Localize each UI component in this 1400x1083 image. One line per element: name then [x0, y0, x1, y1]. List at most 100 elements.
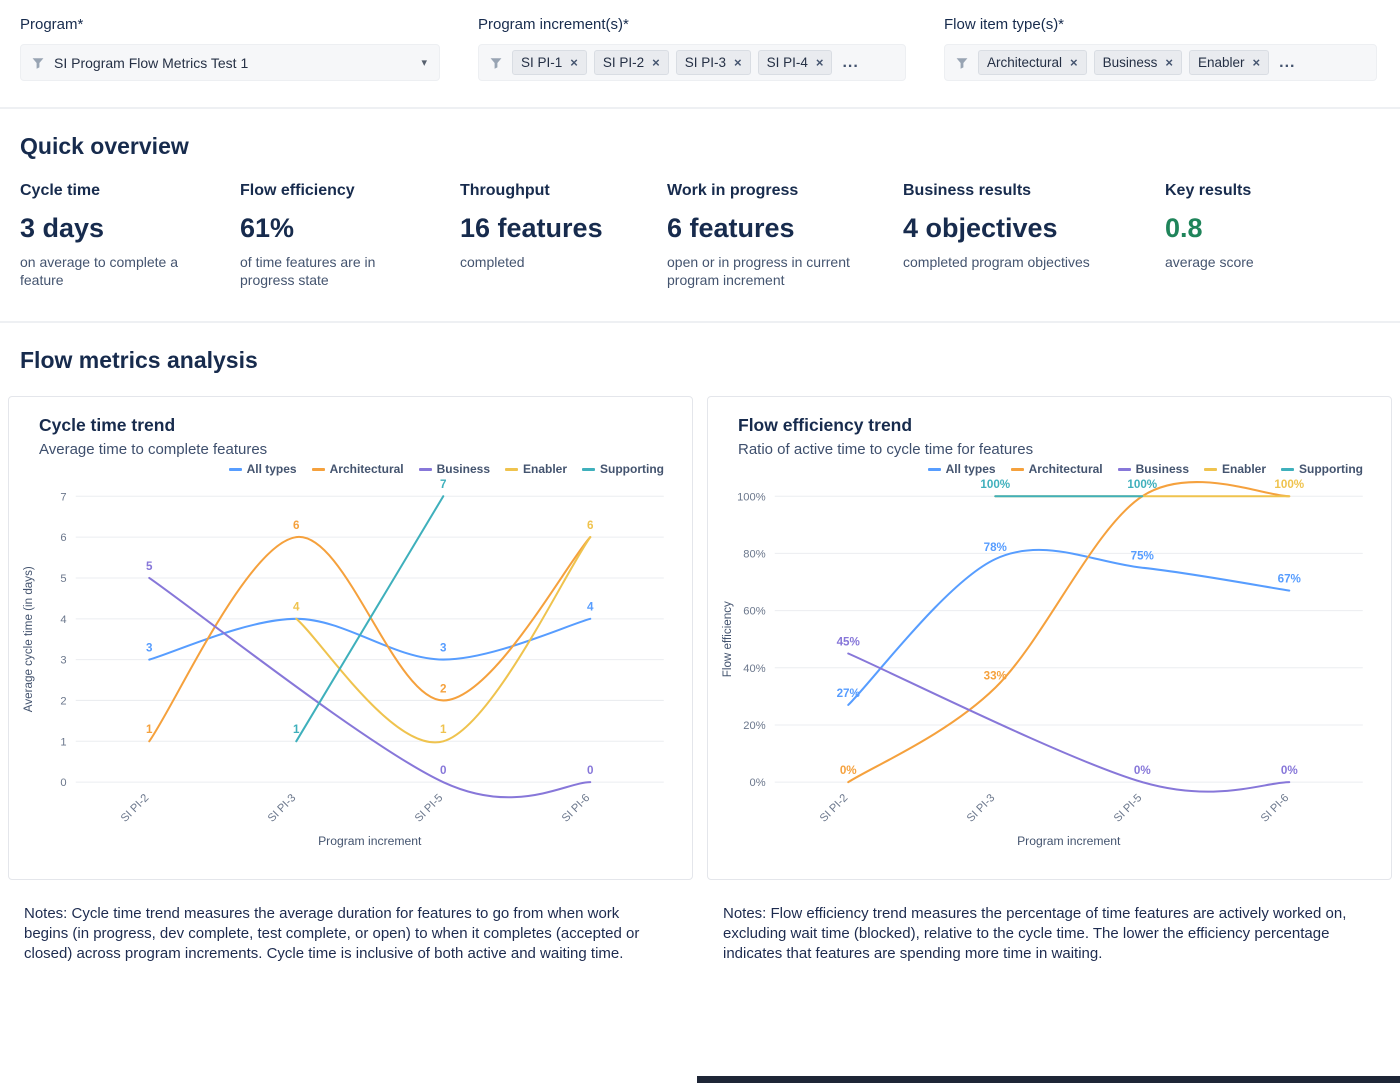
flow-efficiency-trend-chart: 0% 20% 40% 60% 80% 100% SI PI-2 SI PI-3 SI PI-5 S… — [721, 479, 1363, 848]
legend-label: All types — [246, 462, 297, 477]
y-tick-label: 20% — [743, 720, 765, 732]
metric-value: 4 objectives — [903, 213, 1058, 243]
filter-chip-si-pi-4[interactable]: SI PI-4 × — [757, 50, 833, 75]
cycle-time-notes: Notes: Cycle time trend measures the ave… — [24, 905, 640, 963]
chips-overflow[interactable]: ... — [1279, 53, 1296, 71]
chip-label: Enabler — [1198, 55, 1245, 70]
filter-chip-business[interactable]: Business × — [1093, 50, 1182, 75]
section-divider — [0, 107, 1400, 109]
flow-efficiency-trend-subtitle: Ratio of active time to cycle time for f… — [738, 441, 1034, 459]
legend-marker — [1204, 468, 1217, 471]
metric-description: on average to complete a feature — [20, 254, 178, 289]
cycle-time-trend-title: Cycle time trend — [39, 415, 176, 436]
program-select[interactable]: SI Program Flow Metrics Test 1 ▾ — [20, 44, 440, 81]
series-line-all-types — [148, 618, 592, 662]
legend-item-enabler[interactable]: Enabler — [505, 462, 567, 476]
legend-item-all-types[interactable]: All types — [228, 462, 297, 477]
filter-chip-si-pi-3[interactable]: SI PI-3 × — [675, 50, 751, 75]
y-axis-title: Flow efficiency — [721, 601, 734, 677]
y-tick-label: 40% — [743, 663, 765, 675]
filter-funnel-icon — [489, 56, 503, 70]
legend-item-supporting[interactable]: Supporting — [1281, 462, 1363, 476]
legend-item-business[interactable]: Business — [418, 462, 490, 477]
legend-label: Business — [436, 462, 490, 477]
point-label: 1 — [146, 724, 153, 737]
flow-item-types-select[interactable]: Architectural × Business × Enabler ×... — [944, 44, 1377, 81]
program-increments-chip-list: SI PI-1 × SI PI-2 × SI PI-3 × SI PI-4 ×... — [512, 50, 859, 75]
chip-remove-icon[interactable]: × — [570, 55, 578, 70]
x-tick-label: SI PI-6 — [1259, 792, 1292, 825]
legend-item-business[interactable]: Business — [1117, 462, 1189, 476]
point-label: 4 — [293, 601, 300, 614]
notes-row: Notes: Cycle time trend measures the ave… — [0, 880, 1400, 964]
quick-overview-section: Quick overview Cycle time 3 days on averag… — [0, 133, 1400, 289]
legend-label: Supporting — [1299, 462, 1363, 477]
y-tick-label: 100% — [737, 492, 766, 504]
legend-item-all-types[interactable]: All types — [927, 462, 996, 477]
x-axis-title: Program increment — [318, 834, 422, 848]
legend-marker — [505, 468, 518, 471]
filter-chip-architectural[interactable]: Architectural × — [978, 50, 1087, 75]
filter-bar: Program* SI Program Flow Metrics Test 1 … — [0, 0, 1400, 107]
metric-value: 0.8 — [1165, 213, 1203, 243]
filter-flow-item-types: Flow item type(s)* Architectural × Busines… — [944, 16, 1377, 81]
program-select-value: SI Program Flow Metrics Test 1 — [54, 54, 249, 71]
chip-remove-icon[interactable]: × — [1165, 55, 1173, 70]
metric-label: Flow efficiency — [240, 182, 355, 199]
chart-legend: All types Architectural Business Enabler Sup… — [21, 462, 664, 476]
metric-value: 3 days — [20, 213, 105, 243]
point-label: 6 — [293, 519, 300, 532]
filter-program: Program* SI Program Flow Metrics Test 1 … — [20, 16, 440, 81]
flow-metrics-section: Flow metrics analysis Cycle time trend Av… — [0, 347, 1400, 964]
filter-funnel-icon — [31, 56, 45, 70]
legend-label: Architectural — [1028, 462, 1103, 477]
metric-value: 16 features — [460, 213, 603, 243]
point-label: 4 — [587, 601, 594, 614]
chart-header: Cycle time trend Average time to complete… — [21, 413, 680, 458]
legend-label: Enabler — [1222, 462, 1267, 477]
x-tick-label: SI PI-2 — [818, 792, 851, 825]
chips-overflow[interactable]: ... — [842, 53, 859, 71]
point-label: 0 — [587, 764, 593, 777]
y-tick-label: 3 — [60, 655, 66, 667]
chip-remove-icon[interactable]: × — [1070, 55, 1078, 70]
flow-item-types-filter-label: Flow item type(s)* — [944, 16, 1065, 33]
cycle-time-trend-subtitle: Average time to complete features — [39, 441, 268, 459]
flow-efficiency-trend-card: Flow efficiency trend Ratio of active tim… — [707, 396, 1392, 881]
legend-item-supporting[interactable]: Supporting — [582, 462, 664, 476]
y-tick-label: 7 — [60, 492, 66, 504]
chip-remove-icon[interactable]: × — [1252, 55, 1261, 70]
metric-description: completed program objectives — [903, 254, 1090, 270]
filter-chip-enabler[interactable]: Enabler × — [1189, 50, 1270, 75]
metric-label: Work in progress — [667, 182, 799, 199]
y-tick-label: 2 — [60, 696, 66, 708]
filter-chip-si-pi-2[interactable]: SI PI-2 × — [593, 50, 669, 75]
chip-remove-icon[interactable]: × — [733, 55, 742, 70]
legend-item-architectural[interactable]: Architectural — [1010, 462, 1103, 477]
legend-label: All types — [945, 462, 996, 477]
chip-label: SI PI-1 — [521, 55, 563, 70]
filter-chip-si-pi-1[interactable]: SI PI-1 × — [512, 50, 587, 75]
chip-remove-icon[interactable]: × — [815, 55, 824, 70]
flow-metrics-title: Flow metrics analysis — [20, 347, 258, 374]
chip-remove-icon[interactable]: × — [652, 55, 660, 70]
point-label: 0% — [840, 764, 857, 777]
legend-marker — [311, 468, 325, 471]
metric-key-results: Key results 0.8 average score — [1165, 182, 1380, 289]
legend-item-enabler[interactable]: Enabler — [1204, 462, 1266, 476]
metric-description: of time features are in progress state — [240, 254, 376, 289]
metric-value: 61% — [240, 213, 295, 243]
legend-item-architectural[interactable]: Architectural — [311, 462, 404, 476]
series-line-architectural — [847, 481, 1291, 784]
point-label: 2 — [440, 683, 447, 696]
y-tick-label: 0 — [60, 778, 66, 790]
y-tick-label: 4 — [60, 614, 66, 626]
point-label: 0% — [1281, 764, 1298, 777]
metric-description: average score — [1165, 254, 1254, 270]
program-increments-select[interactable]: SI PI-1 × SI PI-2 × SI PI-3 × SI PI-4 ×... — [478, 44, 906, 81]
point-label: 1 — [440, 724, 447, 737]
x-tick-label: SI PI-5 — [1112, 792, 1145, 825]
metric-label: Key results — [1165, 182, 1252, 199]
x-tick-label: SI PI-3 — [266, 792, 299, 825]
metric-flow-efficiency: Flow efficiency 61% of time features are i… — [240, 182, 460, 289]
